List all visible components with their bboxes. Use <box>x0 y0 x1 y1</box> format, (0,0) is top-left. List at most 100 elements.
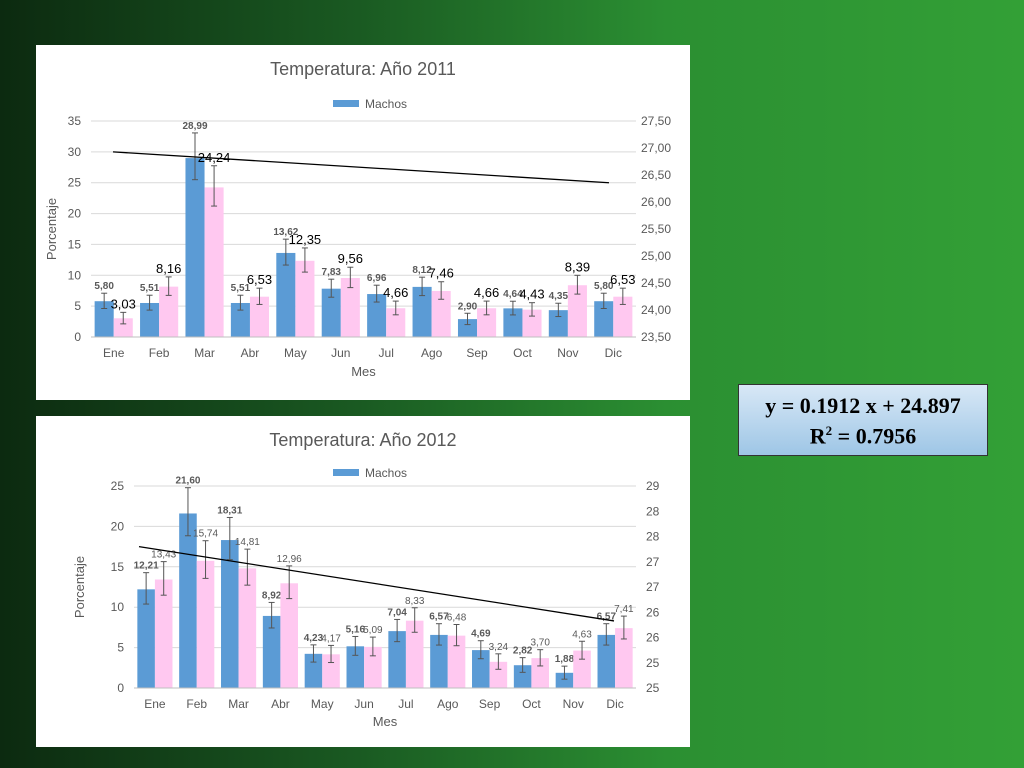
data-label: 18,31 <box>217 505 242 516</box>
bar-machos <box>412 286 432 337</box>
data-label: 1,88 <box>555 654 575 665</box>
y-axis-label: Porcentaje <box>44 198 59 260</box>
bar-machos <box>513 665 532 688</box>
r-squared-exponent: 2 <box>825 423 833 438</box>
bar-machos <box>262 615 281 688</box>
y-tick-label: 5 <box>117 641 124 655</box>
data-label: 5,16 <box>346 624 366 635</box>
y2-tick-label: 25,00 <box>641 249 671 263</box>
x-tick-label: Nov <box>563 697 584 711</box>
y-tick-label: 20 <box>68 207 82 221</box>
y-axis-label: Porcentaje <box>72 556 87 618</box>
x-tick-label: Ene <box>144 697 166 711</box>
x-axis-label: Mes <box>373 714 398 729</box>
data-label: 6,57 <box>429 612 449 623</box>
x-tick-label: Abr <box>271 697 290 711</box>
y2-tick-label: 24,00 <box>641 303 671 317</box>
x-tick-label: Feb <box>186 697 207 711</box>
x-tick-label: Oct <box>513 346 532 360</box>
y2-tick-label: 26,00 <box>641 195 671 209</box>
chart-panel-2012: Temperatura: Año 2012 Machos 0 5 10 15 20 25 25 2… <box>36 416 690 747</box>
data-label: 4,69 <box>471 629 491 640</box>
bar-machos <box>346 646 365 688</box>
bar-series-2 <box>113 318 133 337</box>
y-tick-label: 30 <box>68 145 82 159</box>
chart-2011: Temperatura: Año 2011 Machos 0 5 10 15 20 25 30 3… <box>44 59 671 379</box>
y2-tick-label: 26 <box>646 605 660 619</box>
x-tick-label: Ago <box>421 346 443 360</box>
y-tick-label: 10 <box>68 268 82 282</box>
y2-tick-label: 26,50 <box>641 168 671 182</box>
x-tick-label: Dic <box>605 346 622 360</box>
bar-series-2 <box>249 296 270 337</box>
legend-label-machos: Machos <box>365 466 407 480</box>
r-squared-value: = 0.7956 <box>832 423 917 449</box>
y-tick-label: 35 <box>68 114 82 128</box>
y2-tick-label: 27,00 <box>641 141 671 155</box>
data-label: 8,92 <box>262 590 282 601</box>
bar-series-2 <box>405 620 424 688</box>
bar-series-2 <box>489 661 508 688</box>
r-squared-label: R <box>809 423 826 449</box>
bar-machos <box>185 158 205 337</box>
data-label: 3,24 <box>489 642 509 653</box>
data-label: 4,35 <box>549 291 569 302</box>
bar-machos <box>555 672 574 688</box>
y2-tick-label: 23,50 <box>641 330 671 344</box>
bar-series-2 <box>567 285 587 337</box>
regression-equation-box: y = 0.1912 x + 24.897 R2 = 0.7956 <box>738 384 988 456</box>
y2-tick-label: 24,50 <box>641 276 671 290</box>
data-label: 8,33 <box>405 596 425 607</box>
y2-tick-label: 27 <box>646 580 660 594</box>
data-label: 4,64 <box>503 289 523 300</box>
legend-swatch-machos <box>333 100 359 107</box>
bar-series-2 <box>522 309 542 337</box>
chart-panel-2011: Temperatura: Año 2011 Machos 0 5 10 15 20 25 30 3… <box>36 45 690 400</box>
bar-machos <box>321 288 341 337</box>
bar-machos <box>594 301 614 337</box>
bar-series-2 <box>322 654 340 688</box>
x-tick-label: Nov <box>557 346 578 360</box>
bar-machos <box>548 310 568 337</box>
regression-equation: y = 0.1912 x + 24.897 <box>765 393 961 418</box>
x-tick-label: Mar <box>194 346 215 360</box>
bar-series-2 <box>154 579 173 688</box>
bar-series-2 <box>531 658 549 688</box>
data-label: 6,57 <box>597 612 617 623</box>
data-label: 2,82 <box>513 646 533 657</box>
y-tick-label: 5 <box>74 299 81 313</box>
x-tick-label: Mar <box>228 697 249 711</box>
data-label: 15,74 <box>193 529 218 540</box>
legend-swatch-machos <box>333 469 359 476</box>
bar-machos <box>367 294 387 337</box>
y2-tick-label: 27,50 <box>641 114 671 128</box>
x-tick-label: Oct <box>522 697 541 711</box>
bar-machos <box>388 631 406 688</box>
x-tick-label: May <box>311 697 334 711</box>
bar-series-2 <box>364 646 382 688</box>
data-label: 3,70 <box>530 638 550 649</box>
y2-tick-label: 29 <box>646 479 660 493</box>
data-label: 5,51 <box>140 283 160 294</box>
data-label: 4,63 <box>572 629 592 640</box>
x-tick-label: Ago <box>437 697 459 711</box>
y2-tick-label: 25 <box>646 656 660 670</box>
data-label: 13,62 <box>273 227 298 238</box>
chart-title: Temperatura: Año 2012 <box>269 430 456 450</box>
bar-series-2 <box>613 296 633 337</box>
x-tick-label: Jun <box>331 346 350 360</box>
x-tick-label: Abr <box>241 346 260 360</box>
bar-series-2 <box>573 650 591 688</box>
data-label: 5,80 <box>94 281 114 292</box>
y-tick-label: 20 <box>111 519 125 533</box>
data-label: 7,83 <box>322 267 342 278</box>
data-label: 28,99 <box>182 121 207 132</box>
bar-series-2 <box>280 583 298 688</box>
bar-machos <box>457 319 478 337</box>
y2-tick-label: 25 <box>646 681 660 695</box>
y-tick-label: 10 <box>111 600 125 614</box>
x-tick-label: Feb <box>149 346 170 360</box>
data-label: 6,53 <box>247 272 272 287</box>
bar-series-2 <box>340 278 360 337</box>
data-label: 9,56 <box>338 251 363 266</box>
